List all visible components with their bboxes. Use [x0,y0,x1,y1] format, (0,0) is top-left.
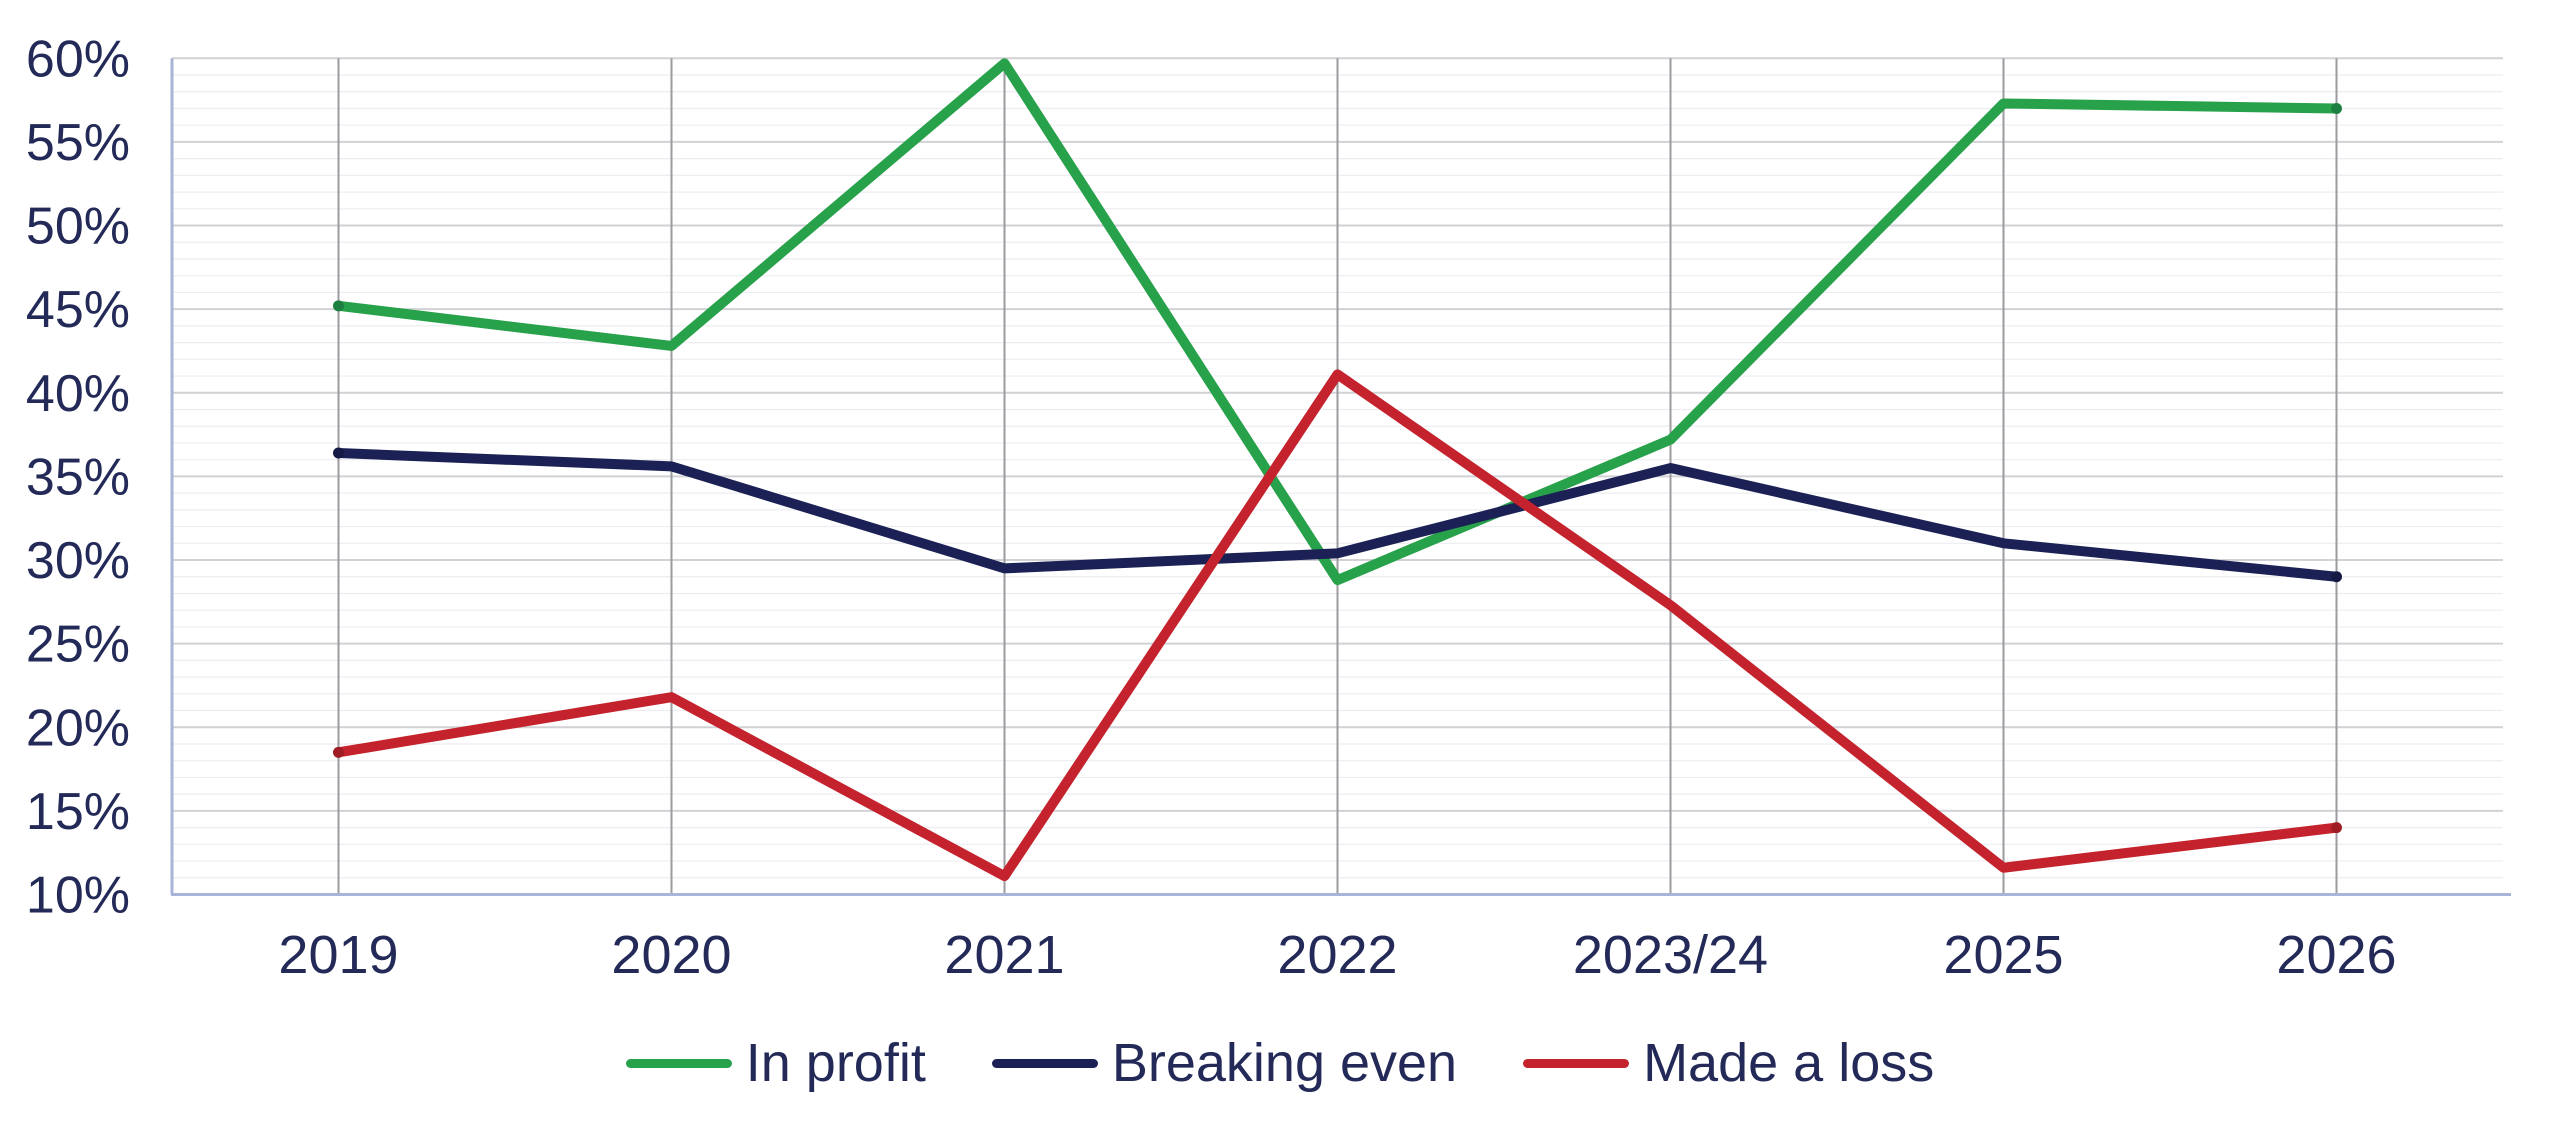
x-axis-tick-labels: 2019 2020 2021 2022 2023/24 2025 2026 [278,925,2396,985]
chart-legend: In profit Breaking even Made a loss [0,1032,2560,1094]
x-tick-label-2020: 2020 [611,925,731,985]
legend-label-in-profit: In profit [745,1033,926,1093]
legend-swatch-made-a-loss [1523,1058,1630,1068]
axis-lines [170,58,2511,896]
series-lines [333,58,2342,882]
x-tick-label-2023/24: 2023/24 [1573,925,1768,985]
y-tick-label-45: 45% [26,281,130,339]
series-endpoint-in-profit [2331,102,2342,114]
y-tick-label-25: 25% [26,616,130,674]
legend-label-made-a-loss: Made a loss [1643,1033,1935,1093]
y-axis-tick-labels: 10% 15% 20% 25% 30% 35% 40% 45% 50% 55% 60% [26,30,130,924]
x-tick-label-2022: 2022 [1277,925,1397,985]
y-tick-label-20: 20% [26,699,130,757]
series-endpoint-in-profit [333,300,344,312]
y-tick-label-40: 40% [26,365,130,423]
series-line-made-a-loss [333,369,2342,882]
series-endpoint-breaking-even [2331,571,2342,583]
legend-item-in-profit: In profit [625,1032,926,1094]
series-endpoint-breaking-even [333,447,344,459]
y-tick-label-50: 50% [26,198,130,256]
x-tick-label-2025: 2025 [1943,925,2063,985]
y-tick-label-30: 30% [26,532,130,590]
legend-label-breaking-even: Breaking even [1111,1033,1458,1093]
legend-swatch-breaking-even [991,1058,1098,1068]
series-endpoint-made-a-loss [333,746,344,758]
series-line-breaking-even [333,447,2342,582]
y-tick-label-15: 15% [26,783,130,841]
x-tick-label-2019: 2019 [278,925,398,985]
legend-item-made-a-loss: Made a loss [1523,1032,1934,1094]
y-tick-label-60: 60% [26,30,130,88]
legend-swatch-in-profit [625,1058,732,1068]
y-tick-label-10: 10% [26,867,130,925]
series-line-in-profit [333,58,2342,586]
y-tick-label-35: 35% [26,448,130,506]
legend-item-breaking-even: Breaking even [991,1032,1458,1094]
y-tick-label-55: 55% [26,114,130,172]
x-tick-label-2021: 2021 [944,925,1064,985]
series-endpoint-made-a-loss [2331,822,2342,834]
x-tick-label-2026: 2026 [2276,925,2396,985]
vertical-gridlines [337,58,2338,895]
